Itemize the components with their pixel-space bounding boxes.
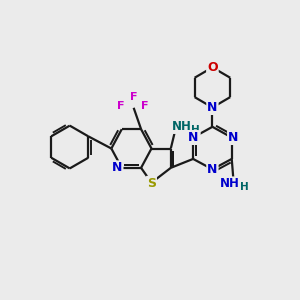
Text: F: F [117, 101, 125, 111]
Text: N: N [188, 131, 198, 144]
Text: H: H [191, 125, 200, 135]
Text: S: S [147, 177, 156, 190]
Text: H: H [240, 182, 249, 192]
Text: N: N [112, 161, 122, 174]
Text: O: O [207, 61, 218, 74]
Text: N: N [207, 164, 218, 176]
Text: F: F [130, 92, 137, 101]
Text: NH: NH [172, 120, 192, 133]
Text: N: N [207, 101, 218, 114]
Text: N: N [228, 131, 238, 144]
Text: F: F [141, 101, 149, 111]
Text: NH: NH [220, 177, 240, 190]
